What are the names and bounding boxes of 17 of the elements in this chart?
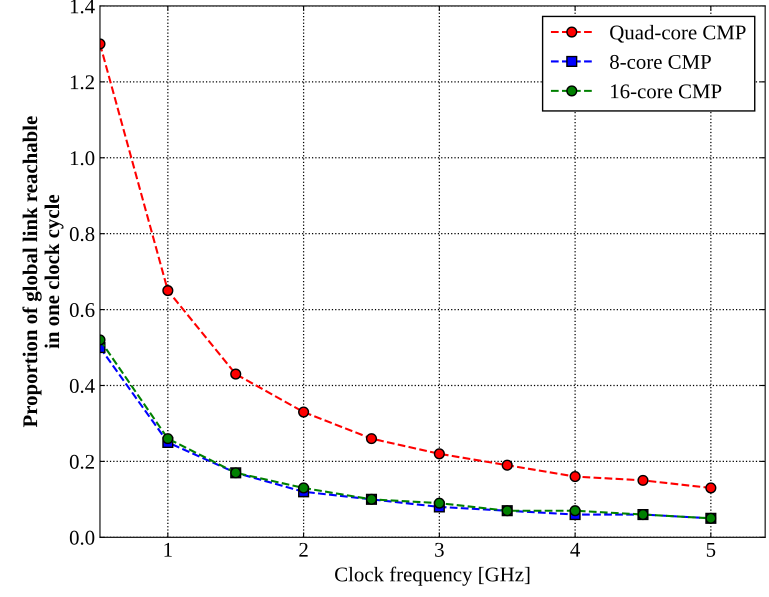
x-tick-label: 4 [570,542,580,557]
x-axis-title: Clock frequency [GHz] [335,566,530,586]
y-axis-title: Proportion of global link reachable in one clock cycle [22,116,64,428]
legend-label: Quad-core CMP [610,24,746,43]
y-tick-label: 0.2 [70,454,94,469]
y-tick-label: 0.4 [70,378,95,394]
x-tick-label: 2 [299,542,308,557]
y-tick-label: 1.2 [70,75,94,90]
y-tick-label: 0.8 [70,227,94,242]
x-tick-label: 1 [164,542,172,557]
x-tick-label: 3 [435,542,444,557]
y-tick-label: 0.0 [70,530,94,545]
x-tick-label: 5 [706,542,716,557]
y-tick-label: 0.6 [70,302,94,318]
legend-label: 16-core CMP [611,84,722,98]
y-tick-label: 1.0 [70,151,94,166]
legend-label: 8-core CMP [610,54,711,69]
